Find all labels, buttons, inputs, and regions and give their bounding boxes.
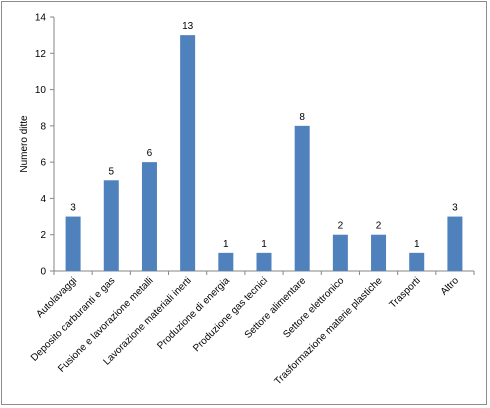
y-tick-label: 2: [40, 230, 46, 241]
data-label: 1: [414, 239, 420, 250]
y-tick-label: 8: [40, 121, 46, 132]
bar: [294, 125, 310, 271]
bar: [218, 252, 234, 271]
y-tick-label: 12: [35, 49, 47, 60]
y-tick-label: 4: [40, 194, 46, 205]
data-label: 3: [452, 203, 458, 214]
data-label: 2: [376, 221, 382, 232]
data-label: 13: [182, 21, 194, 32]
bar: [103, 180, 119, 271]
bar: [332, 234, 348, 271]
bar: [65, 216, 81, 271]
y-tick-label: 6: [40, 158, 46, 169]
data-label: 6: [147, 148, 153, 159]
data-label: 3: [70, 203, 76, 214]
category-label: Produzione di energia: [155, 275, 232, 352]
data-label: 8: [299, 112, 305, 123]
y-axis-title: Numero ditte: [19, 115, 30, 173]
bar: [447, 216, 463, 271]
data-label: 2: [338, 221, 344, 232]
data-label: 5: [108, 166, 114, 177]
category-label: Produzione gas tecnici: [191, 275, 270, 354]
data-label: 1: [223, 239, 229, 250]
y-tick-label: 0: [40, 267, 46, 278]
bar: [256, 252, 272, 271]
category-label: Trasporti: [387, 275, 422, 310]
bar: [409, 252, 425, 271]
bar: [141, 162, 157, 271]
category-label: Altro: [439, 275, 462, 298]
y-tick-label: 10: [35, 85, 47, 96]
bar: [180, 35, 196, 272]
data-label: 1: [261, 239, 267, 250]
bar: [371, 234, 387, 271]
y-tick-label: 14: [35, 13, 47, 24]
